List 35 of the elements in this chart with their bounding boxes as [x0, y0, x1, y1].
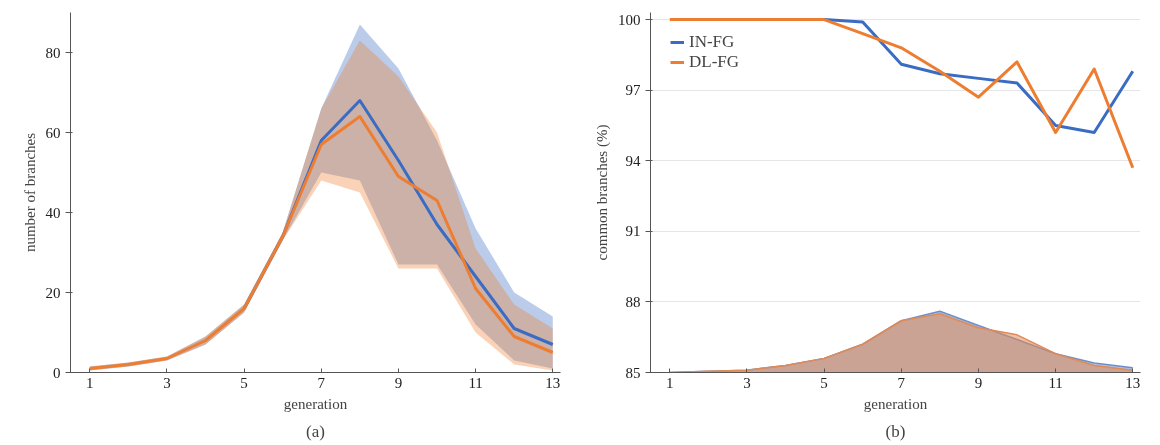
y-tick-label: 88 — [625, 293, 641, 310]
y-tick-label: 20 — [45, 284, 61, 301]
y-tick-label: 60 — [45, 124, 61, 141]
y-tick-label: 94 — [625, 152, 641, 169]
x-tick-label: 11 — [468, 374, 483, 391]
legend-label: DL-FG — [689, 52, 740, 72]
x-tick-label: 9 — [394, 374, 403, 391]
text: (a) — [306, 421, 325, 441]
x-tick-label: 5 — [240, 374, 248, 391]
x-axis-title: generation — [283, 395, 348, 412]
x-tick-label: 3 — [163, 374, 171, 391]
line-series — [668, 18, 1135, 170]
x-tick-label: 1 — [666, 374, 674, 391]
y-tick-label: 100 — [618, 11, 641, 28]
y-tick-label: 40 — [45, 204, 61, 221]
x-tick-label: 7 — [897, 374, 906, 391]
x-tick-label: 13 — [1125, 374, 1141, 391]
y-tick-label: 80 — [45, 44, 61, 61]
y-axis-title: number of branches — [21, 132, 38, 253]
y-axis-title: common branches (%) — [594, 124, 611, 261]
x-tick-label: 3 — [743, 374, 751, 391]
x-tick-label: 1 — [86, 374, 94, 391]
x-tick-label: 13 — [545, 374, 561, 391]
x-tick-label: 7 — [317, 374, 326, 391]
legend-label: IN-FG — [689, 32, 735, 52]
y-tick-label: 85 — [625, 364, 641, 381]
x-axis-title: generation — [863, 395, 928, 412]
x-tick-label: 11 — [1048, 374, 1063, 391]
text: (b) — [885, 421, 906, 441]
y-tick-label: 97 — [625, 82, 641, 99]
x-tick-label: 5 — [820, 374, 828, 391]
y-tick-label: 91 — [625, 223, 641, 240]
x-tick-label: 9 — [974, 374, 983, 391]
y-tick-label: 0 — [53, 364, 61, 381]
line-series — [88, 115, 555, 370]
